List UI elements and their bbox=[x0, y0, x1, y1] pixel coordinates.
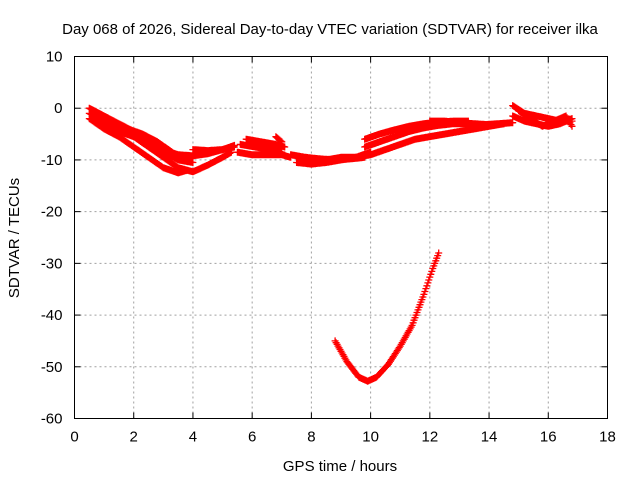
series-track-16 bbox=[426, 117, 508, 129]
y-tick-label: -40 bbox=[41, 307, 63, 324]
x-tick-label: 12 bbox=[421, 429, 438, 446]
data-point-markers bbox=[515, 107, 576, 130]
data-point-markers bbox=[272, 133, 286, 146]
data-point-markers bbox=[426, 117, 508, 129]
x-tick-label: 2 bbox=[130, 429, 138, 446]
x-tick-label: 18 bbox=[599, 429, 616, 446]
y-tick-label: -10 bbox=[41, 152, 63, 169]
x-tick-label: 4 bbox=[189, 429, 197, 446]
data-point-markers bbox=[242, 135, 289, 151]
series-track-9 bbox=[236, 140, 286, 156]
y-tick-label: -60 bbox=[41, 411, 63, 428]
y-tick-label: -50 bbox=[41, 359, 63, 376]
series-track-10 bbox=[272, 133, 286, 146]
x-axis: 0 2 4 6 8 10 12 14 16 18 bbox=[70, 56, 616, 446]
x-axis-label: GPS time / hours bbox=[283, 458, 397, 475]
series-track-6 bbox=[189, 143, 238, 155]
chart-title: Day 068 of 2026, Sidereal Day-to-day VTE… bbox=[62, 21, 598, 38]
x-tick-label: 0 bbox=[70, 429, 78, 446]
y-axis: 10 0 -10 -20 -30 -40 -50 -60 bbox=[41, 49, 608, 428]
x-tick-label: 14 bbox=[481, 429, 498, 446]
data-point-markers bbox=[331, 249, 443, 385]
plot-frame bbox=[74, 56, 608, 419]
y-tick-label: 10 bbox=[46, 49, 63, 66]
x-tick-label: 16 bbox=[540, 429, 557, 446]
x-tick-label: 6 bbox=[248, 429, 256, 446]
x-tick-label: 10 bbox=[362, 429, 379, 446]
data-point-markers bbox=[189, 143, 238, 155]
data-series bbox=[85, 102, 576, 385]
y-tick-label: -20 bbox=[41, 204, 63, 221]
y-tick-label: -30 bbox=[41, 255, 63, 272]
series-track-17 bbox=[331, 249, 443, 385]
x-tick-label: 8 bbox=[307, 429, 315, 446]
series-track-20 bbox=[515, 107, 576, 130]
data-point-markers bbox=[236, 140, 286, 156]
y-axis-label: SDTVAR / TECUs bbox=[6, 178, 23, 298]
y-tick-label: 0 bbox=[54, 100, 62, 117]
series-track-8 bbox=[242, 135, 289, 151]
